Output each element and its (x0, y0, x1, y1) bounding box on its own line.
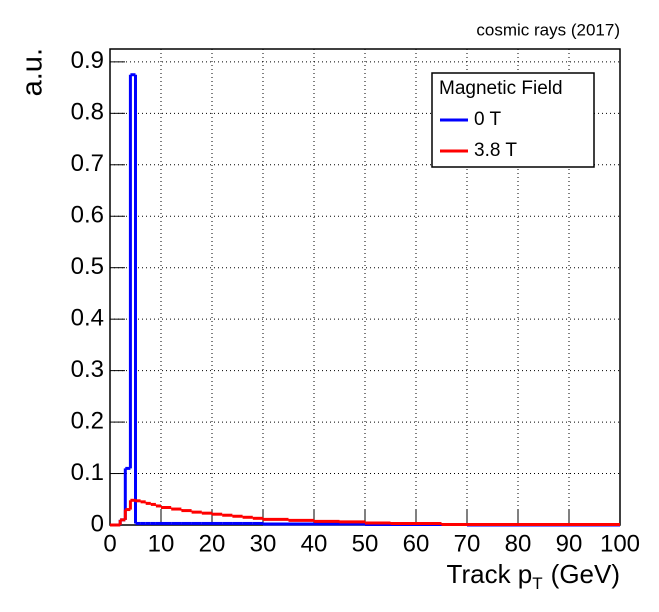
x-tick-label: 60 (403, 530, 430, 557)
x-tick-label: 10 (148, 530, 175, 557)
x-axis-label: Track pT (GeV) (447, 559, 620, 594)
y-tick-label: 0.7 (71, 150, 104, 177)
y-tick-label: 0 (91, 510, 104, 537)
y-tick-label: 0.8 (71, 99, 104, 126)
legend-label: 0 T (474, 109, 502, 130)
x-tick-label: 50 (352, 530, 379, 557)
y-tick-label: 0.1 (71, 459, 104, 486)
chart-title: cosmic rays (2017) (476, 20, 620, 39)
x-tick-label: 70 (454, 530, 481, 557)
x-label-unit: (GeV) (551, 559, 620, 589)
y-axis-label: a.u. (17, 48, 49, 96)
x-tick-label: 80 (505, 530, 532, 557)
x-tick-label: 30 (250, 530, 277, 557)
legend-label: 3.8 T (474, 140, 517, 161)
x-tick-label: 100 (600, 530, 640, 557)
y-tick-label: 0.5 (71, 253, 104, 280)
x-tick-label: 20 (199, 530, 226, 557)
x-label-sub: T (532, 574, 542, 593)
legend-title: Magnetic Field (439, 78, 563, 99)
y-tick-label: 0.6 (71, 202, 104, 229)
y-tick-label: 0.4 (71, 305, 104, 332)
x-tick-label: 0 (103, 530, 116, 557)
y-tick-label: 0.9 (71, 47, 104, 74)
y-tick-label: 0.2 (71, 407, 104, 434)
y-tick-label: 0.3 (71, 356, 104, 383)
x-tick-label: 40 (301, 530, 328, 557)
x-tick-label: 90 (556, 530, 583, 557)
x-label-main: Track p (447, 559, 533, 589)
